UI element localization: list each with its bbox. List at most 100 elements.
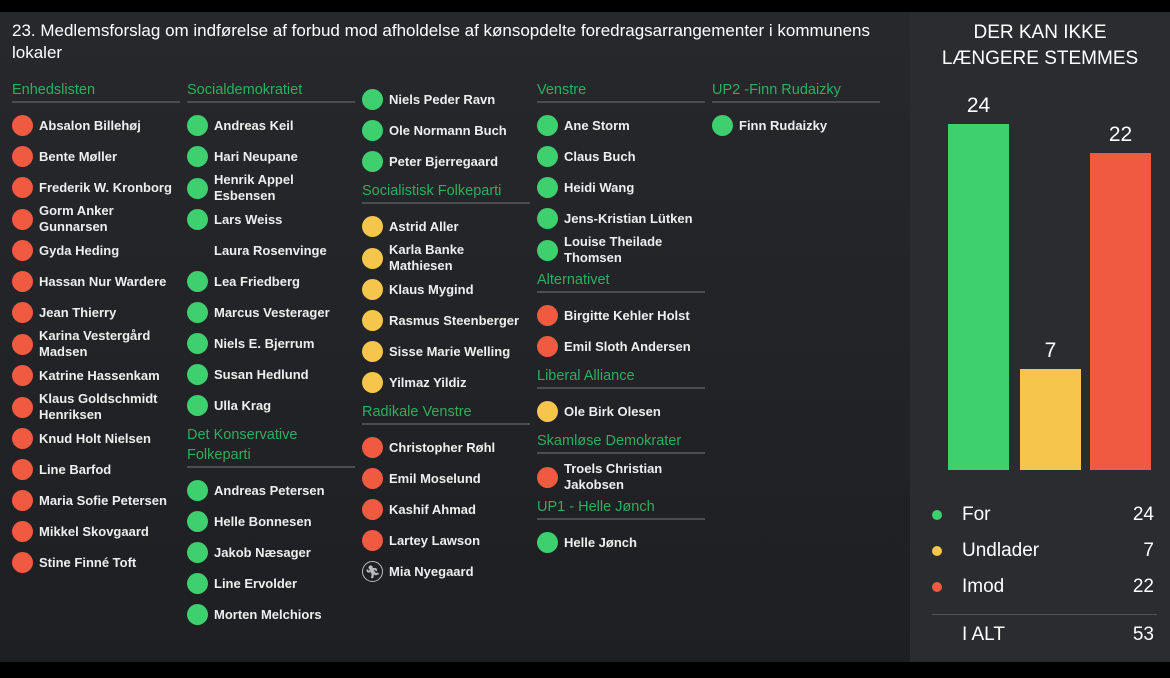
total-row: I ALT 53	[932, 624, 1154, 646]
party-header: Skamløse Demokrater	[537, 431, 705, 454]
member-row: Christopher Røhl	[362, 432, 530, 463]
party-header: Radikale Venstre	[362, 402, 530, 425]
member-row: Jean Thierry	[12, 297, 180, 328]
vote-imod-dot	[537, 305, 558, 326]
member-row: Andreas Petersen	[187, 475, 355, 506]
member-row: Frederik W. Kronborg	[12, 172, 180, 203]
legend-dot	[932, 546, 942, 556]
vote-imod-dot	[12, 240, 33, 261]
party-column: UP2 -Finn Rudaizky Finn Rudaizky	[712, 78, 880, 141]
vote-imod-dot	[12, 302, 33, 323]
vote-undlader-dot	[362, 247, 383, 269]
member-row: Ole Birk Olesen	[537, 396, 705, 427]
member-row: Heidi Wang	[537, 172, 705, 203]
no-vote-indicator	[187, 240, 208, 261]
party-header: Det Konservative Folkeparti	[187, 425, 355, 468]
vote-imod-dot	[537, 466, 558, 488]
member-name: Heidi Wang	[564, 179, 635, 195]
member-name: Niels Peder Ravn	[389, 91, 496, 107]
vote-for-dot	[187, 480, 208, 501]
member-name: Kashif Ahmad	[389, 501, 476, 517]
member-name: Frederik W. Kronborg	[39, 179, 172, 195]
party-header: Socialdemokratiet	[187, 80, 355, 103]
vote-imod-dot	[12, 177, 33, 198]
member-row: Peter Bjerregaard	[362, 146, 530, 177]
member-row: Yilmaz Yildiz	[362, 367, 530, 398]
vote-imod-dot	[362, 499, 383, 520]
member-name: Ane Storm	[564, 117, 630, 133]
member-name: Gyda Heding	[39, 242, 120, 258]
voting-status: DER KAN IKKE LÆNGERE STEMMES	[941, 22, 1139, 69]
member-row: Klaus Goldschmidt Henriksen	[12, 391, 180, 423]
vote-imod-dot	[12, 521, 33, 542]
party-header: UP1 - Helle Jønch	[537, 497, 705, 520]
member-row: Jakob Næsager	[187, 537, 355, 568]
vote-undlader-dot	[362, 310, 383, 331]
member-name: Marcus Vesterager	[214, 304, 330, 320]
member-name: Rasmus Steenberger	[389, 312, 520, 328]
member-row: Helle Jønch	[537, 527, 705, 558]
vote-imod-dot	[537, 336, 558, 357]
member-name: Sisse Marie Welling	[389, 343, 511, 359]
member-row: Hari Neupane	[187, 141, 355, 172]
member-name: Klaus Goldschmidt Henriksen	[39, 391, 158, 422]
vote-imod-dot	[12, 396, 33, 418]
vote-for-dot	[187, 604, 208, 625]
member-row: Kashif Ahmad	[362, 494, 530, 525]
vote-for-dot	[537, 239, 558, 261]
vote-for-dot	[187, 395, 208, 416]
member-name: Morten Melchiors	[214, 606, 322, 622]
member-name: Susan Hedlund	[214, 366, 309, 382]
vote-imod-dot	[12, 428, 33, 449]
member-row: Katrine Hassenkam	[12, 360, 180, 391]
member-name: Hassan Nur Wardere	[39, 273, 167, 289]
member-row: Emil Sloth Andersen	[537, 331, 705, 362]
member-row: Jens-Kristian Lütken	[537, 203, 705, 234]
member-row: Niels Peder Ravn	[362, 84, 530, 115]
vote-undlader-dot	[362, 216, 383, 237]
vote-imod-dot	[12, 208, 33, 230]
vote-for-dot	[187, 333, 208, 354]
member-row: Klaus Mygind	[362, 274, 530, 305]
member-name: Peter Bjerregaard	[389, 153, 499, 169]
member-row: Laura Rosenvinge	[187, 235, 355, 266]
member-name: Laura Rosenvinge	[214, 242, 327, 258]
vote-for-dot	[537, 208, 558, 229]
vote-imod-dot	[362, 468, 383, 489]
member-row: Andreas Keil	[187, 110, 355, 141]
vote-for-dot	[537, 115, 558, 136]
member-name: Henrik Appel Esbensen	[214, 172, 294, 203]
member-name: Absalon Billehøj	[39, 117, 141, 133]
member-name: Jean Thierry	[39, 304, 117, 320]
member-name: Jens-Kristian Lütken	[564, 210, 693, 226]
member-name: Bente Møller	[39, 148, 118, 164]
legend-label: For	[962, 504, 991, 525]
vote-for-dot	[187, 573, 208, 594]
party-column: Socialdemokratiet Andreas Keil Hari Neupan…	[187, 78, 355, 630]
vote-for-dot	[537, 146, 558, 167]
member-name: Lars Weiss	[214, 211, 283, 227]
member-name: Katrine Hassenkam	[39, 367, 160, 383]
member-name: Andreas Petersen	[214, 482, 325, 498]
total-divider	[932, 614, 1157, 615]
bar-for-value: 24	[966, 94, 991, 118]
member-name: Lartey Lawson	[389, 532, 481, 548]
member-name: Stine Finné Toft	[39, 554, 137, 570]
member-row: Gorm Anker Gunnarsen	[12, 203, 180, 235]
party-header: Venstre	[537, 80, 705, 103]
bar-undlader	[1020, 369, 1081, 470]
party-column: Enhedslisten Absalon Billehøj Bente Møller…	[12, 78, 180, 578]
member-row: Morten Melchiors	[187, 599, 355, 630]
member-row: Stine Finné Toft	[12, 547, 180, 578]
member-name: Line Ervolder	[214, 575, 298, 591]
member-row: Finn Rudaizky	[712, 110, 880, 141]
member-row: Hassan Nur Wardere	[12, 266, 180, 297]
member-row: Karla Banke Mathiesen	[362, 242, 530, 274]
member-name: Claus Buch	[564, 148, 636, 164]
vote-for-dot	[712, 115, 733, 136]
vote-for-dot	[362, 151, 383, 172]
legend-imod: Imod 22	[932, 576, 1154, 598]
vote-for-dot	[187, 271, 208, 292]
member-name: Helle Bonnesen	[214, 513, 312, 529]
member-name: Andreas Keil	[214, 117, 294, 133]
